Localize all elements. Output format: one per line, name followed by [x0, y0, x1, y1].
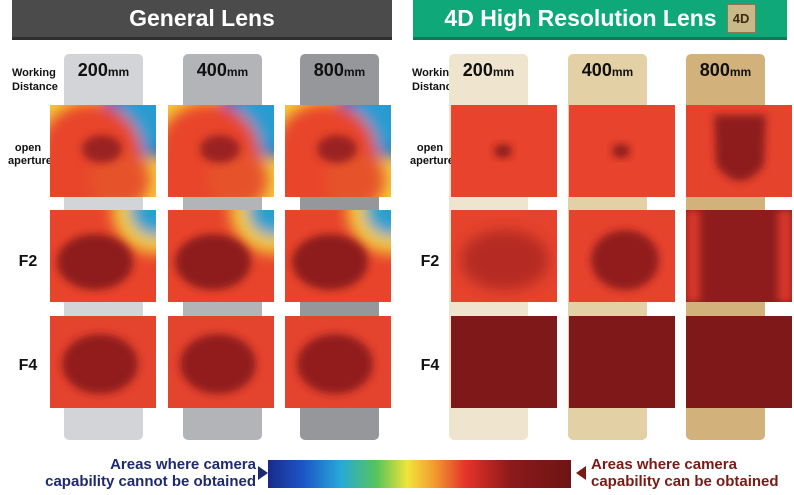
legend-can-line-1: Areas where camera [591, 456, 737, 473]
color-scale-bar [268, 460, 571, 488]
heatmap-cell [148, 53, 326, 225]
distance-header-hr-0: 200 mm [449, 60, 528, 88]
distance-value: 800 [699, 60, 730, 80]
legend-can-obtain: Areas where camera capability can be obt… [591, 456, 779, 490]
heatmap-cell [686, 316, 792, 408]
distance-value: 400 [581, 60, 612, 80]
heatmap-cell [168, 166, 318, 302]
hr-lens-title: 4D High Resolution Lens [444, 5, 717, 31]
aperture-label-hr-2: F4 [410, 357, 450, 375]
distance-header-general-2: 800 mm [300, 60, 379, 88]
heatmap-image [30, 53, 208, 225]
distance-value: 400 [196, 60, 227, 80]
heatmap-cell [451, 105, 557, 197]
legend-can-line-2: capability can be obtained [591, 473, 779, 490]
heatmap-cell [265, 53, 443, 225]
heatmap-image [686, 105, 792, 197]
aperture-label-line: F2 [420, 253, 440, 270]
legend-cannot-line-1: Areas where camera [110, 456, 256, 473]
aperture-label-line: F2 [18, 253, 38, 270]
distance-unit: mm [611, 65, 634, 79]
legend-cannot-line-2: capability cannot be obtained [45, 473, 256, 490]
aperture-label-general-1: F2 [8, 253, 48, 271]
heatmap-image [50, 316, 156, 408]
aperture-label-line: aperture [8, 155, 53, 167]
heatmap-cell [686, 105, 792, 197]
working-distance-label-hr: Working Distance [412, 66, 458, 94]
aperture-label-general-2: F4 [8, 357, 48, 375]
heatmap-cell [168, 316, 274, 408]
distance-unit: mm [343, 65, 366, 79]
aperture-label-hr-1: F2 [410, 253, 450, 271]
heatmap-image [285, 316, 391, 408]
heatmap-cell [569, 316, 675, 408]
heatmap-image [168, 316, 274, 408]
distance-header-hr-1: 400 mm [568, 60, 647, 88]
heatmap-image [569, 210, 675, 302]
aperture-label-line: open [14, 142, 42, 154]
heatmap-image [451, 316, 557, 408]
arrow-right-icon [576, 466, 586, 480]
heatmap-image [569, 316, 675, 408]
heatmap-cell [686, 210, 792, 302]
heatmap-image [168, 166, 318, 302]
heatmap-cell [451, 316, 557, 408]
working-distance-line: Working [412, 67, 456, 79]
aperture-label-line: open [416, 142, 444, 154]
working-distance-label-general: Working Distance [12, 66, 58, 94]
heatmap-image [451, 210, 557, 302]
hr-lens-header: 4D High Resolution Lens 4D [413, 0, 787, 40]
heatmap-cell [285, 316, 391, 408]
legend-cannot-obtain: Areas where camera capability cannot be … [45, 456, 256, 490]
4d-badge-icon: 4D [726, 4, 756, 33]
aperture-label-line: F4 [18, 357, 38, 374]
aperture-label-line: F4 [420, 357, 440, 374]
heatmap-image [50, 166, 200, 302]
arrow-left-icon [258, 466, 268, 480]
general-lens-title: General Lens [129, 5, 275, 31]
heatmap-image [265, 53, 443, 225]
heatmap-cell [50, 166, 200, 302]
heatmap-image [451, 105, 557, 197]
heatmap-image [686, 210, 792, 302]
heatmap-image [148, 53, 326, 225]
heatmap-cell [30, 53, 208, 225]
heatmap-cell [569, 210, 675, 302]
working-distance-line: Working [12, 67, 56, 79]
heatmap-cell [569, 105, 675, 197]
aperture-label-line: aperture [410, 155, 455, 167]
heatmap-cell [50, 316, 156, 408]
heatmap-image [569, 105, 675, 197]
distance-unit: mm [492, 65, 515, 79]
aperture-label-general-0: open aperture [8, 142, 53, 168]
aperture-label-hr-0: open aperture [410, 142, 455, 168]
distance-value: 200 [462, 60, 493, 80]
working-distance-line: Distance [12, 81, 58, 93]
heatmap-cell [451, 210, 557, 302]
distance-value: 800 [313, 60, 344, 80]
heatmap-image [686, 316, 792, 408]
distance-unit: mm [107, 65, 130, 79]
distance-value: 200 [77, 60, 108, 80]
heatmap-image [285, 166, 435, 302]
working-distance-line: Distance [412, 81, 458, 93]
distance-header-general-1: 400 mm [183, 60, 262, 88]
general-lens-header: General Lens [12, 0, 392, 40]
distance-header-hr-2: 800 mm [686, 60, 765, 88]
distance-unit: mm [226, 65, 249, 79]
distance-header-general-0: 200 mm [64, 60, 143, 88]
heatmap-cell [285, 166, 435, 302]
distance-unit: mm [729, 65, 752, 79]
